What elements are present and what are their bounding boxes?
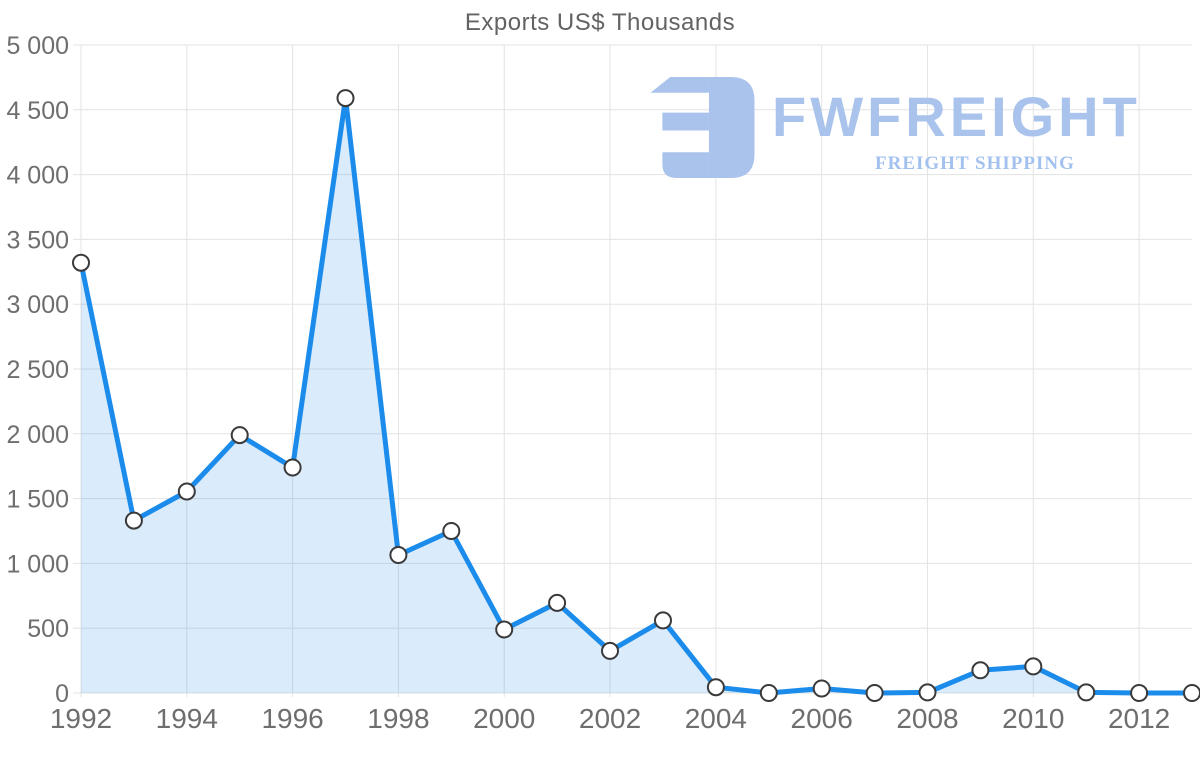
data-point[interactable] xyxy=(654,611,672,630)
x-axis-label: 2000 xyxy=(473,703,535,734)
data-point[interactable] xyxy=(336,89,355,108)
data-point[interactable] xyxy=(918,683,937,702)
data-point[interactable] xyxy=(1024,657,1043,676)
x-axis-label: 2006 xyxy=(791,703,853,734)
data-point[interactable] xyxy=(72,253,90,272)
series-area-fill xyxy=(81,98,1192,694)
x-axis-label: 1998 xyxy=(367,703,429,734)
data-point[interactable] xyxy=(548,593,567,612)
data-point[interactable] xyxy=(124,511,143,530)
data-point[interactable] xyxy=(706,678,725,697)
chart-title: Exports US$ Thousands xyxy=(464,9,736,36)
y-axis-label: 4 000 xyxy=(6,162,69,190)
x-axis-label: 2008 xyxy=(896,703,958,734)
data-point[interactable] xyxy=(759,684,778,702)
y-axis-label: 2 500 xyxy=(6,356,69,384)
data-point[interactable] xyxy=(495,620,514,639)
data-point[interactable] xyxy=(283,458,302,477)
y-axis-label: 2 000 xyxy=(6,421,69,449)
x-axis-label: 2012 xyxy=(1108,703,1170,734)
data-point[interactable] xyxy=(177,482,196,501)
data-point[interactable] xyxy=(389,546,408,564)
y-axis-label: 0 xyxy=(55,680,69,708)
x-axis-label: 1994 xyxy=(156,703,218,734)
data-point[interactable] xyxy=(1183,684,1200,702)
y-axis-label: 1 000 xyxy=(6,550,69,578)
y-axis-label: 3 500 xyxy=(6,226,69,254)
x-axis-label: 1996 xyxy=(261,703,323,734)
y-axis-label: 3 000 xyxy=(6,291,69,319)
data-point[interactable] xyxy=(601,641,619,660)
data-point[interactable] xyxy=(230,426,249,445)
y-axis-label: 4 500 xyxy=(6,97,69,125)
y-axis-label: 500 xyxy=(27,615,69,643)
x-axis-label: 1992 xyxy=(50,703,112,734)
x-axis-label: 2010 xyxy=(1002,703,1064,734)
x-axis-label: 2004 xyxy=(685,703,747,734)
data-point[interactable] xyxy=(442,522,461,540)
data-point[interactable] xyxy=(1130,684,1149,702)
y-axis-label: 1 500 xyxy=(6,486,69,514)
y-axis-label: 5 000 xyxy=(6,32,69,60)
x-axis-label: 2002 xyxy=(579,703,641,734)
data-point[interactable] xyxy=(865,684,884,702)
series-line xyxy=(78,95,1195,696)
data-point[interactable] xyxy=(812,679,831,698)
data-point[interactable] xyxy=(971,661,990,680)
data-point[interactable] xyxy=(1077,683,1096,702)
